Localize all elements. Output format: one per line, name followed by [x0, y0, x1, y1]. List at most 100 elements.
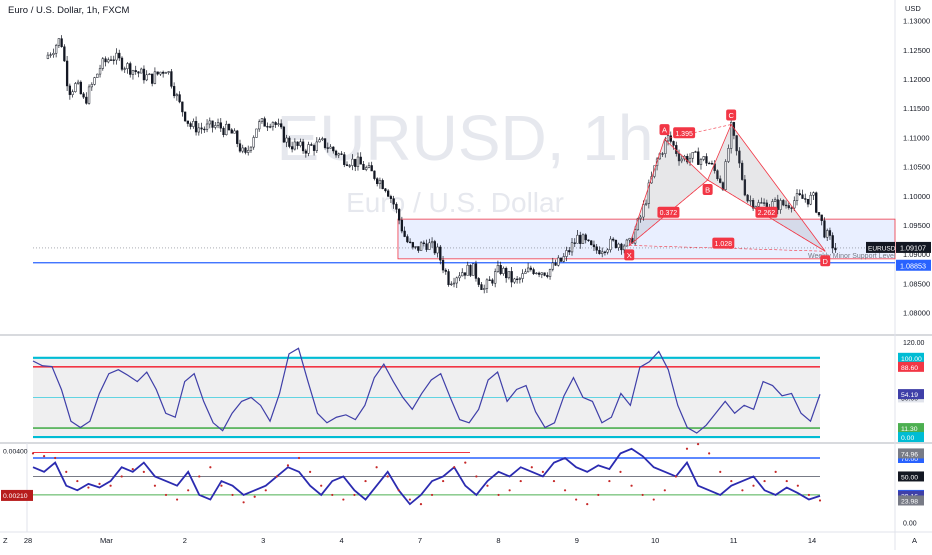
symbol-title[interactable]: Euro / U.S. Dollar, 1h, FXCM	[8, 5, 130, 16]
osc2-dot	[597, 493, 600, 497]
time-tick-label: 11	[730, 536, 738, 545]
candle-body	[601, 251, 604, 254]
osc2-dot	[342, 498, 345, 501]
candle-body	[461, 272, 464, 277]
harmonic-ratio-label: 1.395	[675, 131, 693, 138]
harmonic-ratio-badge	[673, 127, 696, 139]
candle-body	[639, 216, 642, 219]
candle-body	[181, 101, 184, 113]
candle-body	[749, 200, 752, 202]
candle-body	[452, 282, 456, 285]
candle-body	[705, 156, 708, 164]
candle-body	[326, 147, 329, 149]
candle-body	[735, 135, 738, 152]
candle-body	[724, 161, 727, 190]
candle-body	[622, 245, 626, 251]
candle-body	[192, 121, 195, 127]
oscillator-2-panel: 0.004000.002100.0070.0050.0030.0074.9629…	[1, 443, 924, 528]
candle-body	[491, 279, 494, 284]
candle-body	[831, 235, 834, 249]
candle-body	[129, 63, 132, 75]
last-price-value: 1.09107	[900, 243, 926, 252]
candle-body	[101, 58, 104, 69]
price-tick-label: 1.09000	[903, 250, 930, 259]
candle-body	[159, 71, 162, 75]
corner-right-label[interactable]: A	[912, 536, 917, 545]
candle-body	[419, 242, 423, 251]
candle-body	[661, 153, 664, 155]
candle-body	[762, 202, 766, 204]
candle-body	[730, 122, 733, 149]
candle-body	[502, 267, 505, 274]
osc1-series-line	[32, 347, 821, 434]
time-tick-label: 9	[575, 536, 579, 545]
candle-body	[702, 156, 705, 160]
osc2-value-tag-label: 23.98	[901, 498, 918, 505]
candle-body	[590, 240, 593, 246]
harmonic-ratio-badge	[712, 237, 735, 249]
candle-body	[395, 203, 398, 210]
candle-body	[323, 138, 327, 148]
candle-body	[356, 156, 360, 167]
candle-body	[540, 272, 543, 275]
time-tick-label: 7	[418, 536, 422, 545]
osc2-dot	[719, 470, 722, 473]
osc1-level-tag-label: 88.60	[901, 365, 918, 372]
osc1-level-tag-label: 11.30	[901, 426, 918, 433]
last-price-symbol-tag	[866, 241, 895, 253]
candle-body	[65, 60, 69, 87]
harmonic-ratio-badge	[755, 206, 778, 218]
osc2-dot	[442, 479, 445, 483]
candle-body	[834, 247, 837, 251]
harmonic-ratio-badge	[657, 206, 680, 218]
osc2-dot	[785, 479, 788, 483]
candle-body	[98, 68, 102, 75]
candle-body	[156, 71, 159, 75]
candle-body	[820, 214, 823, 221]
corner-left-label[interactable]: Z	[3, 536, 8, 545]
osc2-dot	[142, 470, 145, 473]
osc2-dot	[696, 443, 700, 446]
osc2-dot	[608, 479, 611, 483]
osc2-dot	[297, 456, 301, 460]
osc2-dot	[220, 484, 223, 487]
harmonic-point-A	[659, 124, 670, 136]
candle-body	[562, 256, 565, 262]
candle-body	[804, 198, 807, 200]
candle-body	[469, 264, 472, 276]
osc2-dot	[575, 498, 578, 501]
candle-body	[52, 52, 55, 55]
candle-body	[466, 264, 469, 276]
osc2-dot	[275, 475, 278, 478]
candle-body	[233, 130, 236, 134]
candle-body	[458, 275, 461, 279]
candle-body	[307, 144, 310, 154]
price-overlays: Weekly Minor Support Level X A B C D 1.395 0.37…	[624, 109, 896, 267]
candle-body	[694, 151, 697, 153]
candle-body	[46, 54, 50, 59]
candle-body	[93, 77, 96, 85]
candle-body	[499, 265, 502, 274]
candle-body	[773, 199, 777, 202]
candle-body	[162, 71, 165, 74]
osc2-dot	[198, 475, 201, 478]
price-tick-label: 1.08000	[903, 309, 930, 318]
candle-body	[222, 127, 225, 135]
candle-body	[414, 246, 417, 248]
candle-body	[370, 165, 373, 172]
candle-body	[225, 123, 228, 135]
candle-body	[90, 84, 93, 88]
price-tick-label: 1.13000	[903, 17, 930, 26]
harmonic-ratio-label: 2.262	[758, 210, 776, 217]
candle-body	[258, 121, 261, 130]
time-tick-label: 8	[496, 536, 500, 545]
osc2-dot	[741, 489, 744, 492]
osc2-left-tag-label: 0.00210	[3, 493, 28, 500]
candle-body	[104, 58, 107, 63]
osc2-dot	[563, 489, 567, 492]
candle-body	[85, 96, 88, 104]
candle-body	[507, 271, 511, 279]
candle-body	[359, 156, 362, 165]
candle-body	[214, 125, 217, 128]
candle-body	[535, 272, 538, 275]
